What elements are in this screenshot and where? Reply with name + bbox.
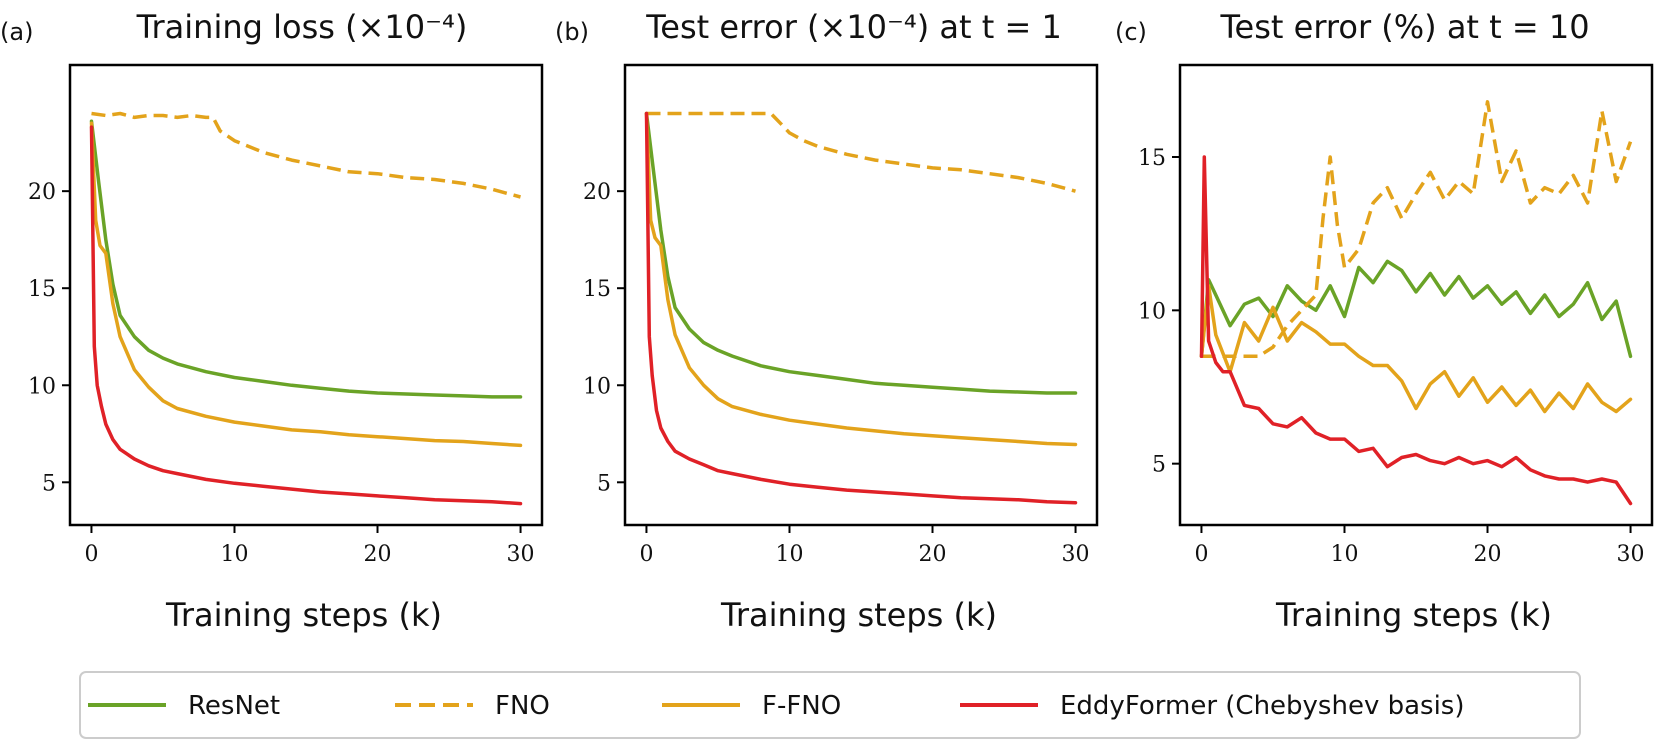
x-tick-label-c: 20	[1474, 542, 1502, 567]
x-tick-label-c: 30	[1617, 542, 1645, 567]
x-ticks-b: 0 10 20 30	[639, 525, 1090, 567]
panel-b: (b) Test error (×10⁻⁴) at t = 1 0 10 20 30 …	[555, 8, 1099, 634]
series-group-a	[89, 111, 523, 506]
series-group-c	[1199, 100, 1633, 506]
x-axis-label-c: Training steps (k)	[1275, 596, 1552, 634]
y-tick-label-b: 15	[583, 277, 611, 302]
x-ticks-c: 0 10 20 30	[1194, 525, 1645, 567]
y-tick-label-a: 20	[28, 180, 56, 205]
y-tick-label-c: 15	[1138, 146, 1166, 171]
plot-frame-a	[68, 63, 544, 527]
x-tick-label-c: 10	[1330, 542, 1358, 567]
y-tick-label-b: 20	[583, 180, 611, 205]
x-tick-label-a: 20	[364, 542, 392, 567]
panel-tag-b: (b)	[555, 18, 589, 46]
series-line-f-fno-a	[89, 121, 523, 448]
legend-label-fno: FNO	[495, 691, 550, 721]
series-line-f-fno-c	[1199, 284, 1633, 414]
legend: ResNet FNO F-FNO EddyFormer (Chebyshev basi…	[79, 671, 1581, 739]
y-tick-label-b: 5	[597, 471, 611, 496]
panel-title-c: Test error (%) at t = 10	[1219, 8, 1589, 46]
x-ticks-a: 0 10 20 30	[84, 525, 535, 567]
y-tick-label-b: 10	[583, 374, 611, 399]
legend-label-eddyformer-chebyshev-basis: EddyFormer (Chebyshev basis)	[1060, 691, 1465, 721]
series-line-resnet-a	[89, 119, 523, 399]
panel-c: (c) Test error (%) at t = 10 0 10 20 30 5 10…	[1115, 8, 1654, 634]
y-tick-label-c: 10	[1138, 299, 1166, 324]
y-tick-label-c: 5	[1152, 453, 1166, 478]
x-tick-label-c: 0	[1194, 542, 1208, 567]
y-ticks-c: 5 10 15	[1138, 146, 1180, 478]
legend-label-f-fno: F-FNO	[762, 691, 841, 721]
y-ticks-a: 5 10 15 20	[28, 180, 70, 496]
series-line-f-fno-b	[644, 111, 1078, 447]
panel-a: (a) Training loss (×10⁻⁴) 0 10 20 30 5 10 15 2…	[0, 8, 544, 634]
series-line-fno-b	[646, 111, 1076, 193]
y-tick-label-a: 10	[28, 374, 56, 399]
legend-items: ResNet FNO F-FNO EddyFormer (Chebyshev basi…	[88, 691, 1465, 721]
series-line-eddyformer-chebyshev-basis-a	[89, 125, 523, 506]
plot-frame-c	[1178, 63, 1654, 527]
legend-frame	[79, 671, 1581, 739]
series-group-b	[644, 111, 1078, 505]
x-tick-label-a: 0	[84, 542, 98, 567]
panel-title-a: Training loss (×10⁻⁴)	[136, 8, 468, 46]
x-axis-label-a: Training steps (k)	[165, 596, 442, 634]
series-line-resnet-c	[1199, 259, 1633, 359]
panel-tag-c: (c)	[1115, 18, 1147, 46]
series-line-eddyformer-chebyshev-basis-c	[1199, 155, 1633, 506]
series-line-eddyformer-chebyshev-basis-b	[644, 111, 1078, 505]
x-tick-label-b: 30	[1062, 542, 1090, 567]
plot-frame-b	[623, 63, 1099, 527]
y-tick-label-a: 15	[28, 277, 56, 302]
panel-title-b: Test error (×10⁻⁴) at t = 1	[645, 8, 1062, 46]
series-line-resnet-b	[644, 111, 1078, 395]
legend-label-resnet: ResNet	[188, 691, 280, 721]
x-tick-label-a: 30	[507, 542, 535, 567]
y-tick-label-a: 5	[42, 471, 56, 496]
series-line-fno-a	[91, 111, 521, 199]
y-ticks-b: 5 10 15 20	[583, 180, 625, 496]
x-tick-label-b: 0	[639, 542, 653, 567]
x-tick-label-b: 20	[919, 542, 947, 567]
panel-tag-a: (a)	[0, 18, 33, 46]
series-line-fno-c	[1201, 100, 1633, 359]
x-axis-label-b: Training steps (k)	[720, 596, 997, 634]
x-tick-label-a: 10	[220, 542, 248, 567]
x-tick-label-b: 10	[775, 542, 803, 567]
